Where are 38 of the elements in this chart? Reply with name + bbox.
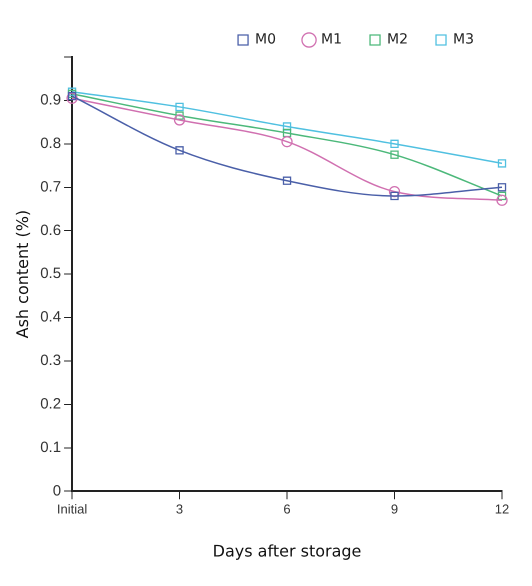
legend-label: M3	[453, 32, 474, 48]
x-tick-label: Initial	[56, 502, 88, 517]
legend-label: M0	[255, 32, 276, 48]
point	[281, 136, 293, 148]
y-tick-label: 0.6	[40, 222, 62, 239]
point	[390, 150, 399, 159]
y-tick-label: 0.2	[40, 396, 62, 412]
point	[282, 122, 292, 131]
x-tick-label: 9	[390, 502, 398, 517]
point	[498, 192, 506, 200]
point	[174, 114, 186, 126]
x-axis-title: Days after storage	[212, 542, 362, 561]
y-tick-label: 0.5	[40, 265, 62, 282]
y-tick-label: 0.9	[40, 92, 62, 109]
point	[282, 128, 292, 138]
point	[390, 192, 399, 200]
point	[66, 92, 78, 104]
y-tick-label: 0.7	[40, 178, 62, 196]
y-tick-label: 0.4	[40, 308, 62, 326]
x-tick-label: 3	[176, 502, 184, 517]
point	[498, 159, 506, 168]
point	[390, 140, 399, 148]
x-tick-label: 12	[494, 502, 510, 517]
y-tick-label: 0.1	[40, 438, 62, 456]
point	[175, 111, 184, 120]
point	[496, 194, 508, 206]
legend-label: M2	[387, 32, 408, 48]
point	[498, 183, 506, 192]
point	[175, 146, 184, 155]
point	[388, 186, 400, 198]
point	[282, 176, 292, 185]
y-axis-title: Ash content (%)	[12, 210, 32, 338]
x-tick-label: 6	[283, 502, 291, 517]
legend-label: M1	[321, 32, 342, 48]
y-tick-label: 0	[52, 482, 62, 500]
y-tick-label: 0.8	[40, 134, 62, 152]
point	[175, 102, 184, 112]
y-tick-label: 0.3	[40, 352, 62, 370]
